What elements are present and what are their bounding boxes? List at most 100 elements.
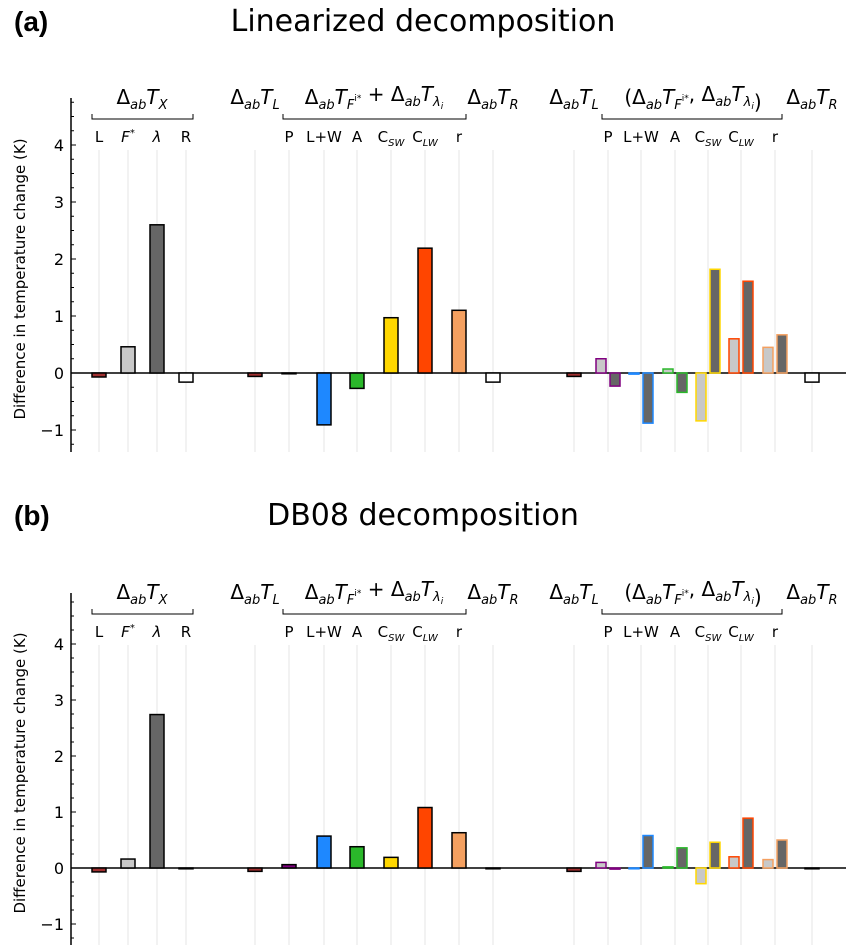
category-label: L+W bbox=[306, 623, 342, 641]
category-label: P bbox=[284, 623, 293, 641]
category-label: A bbox=[670, 128, 681, 146]
bar-CLW bbox=[417, 247, 433, 374]
bar-CLW-forcing bbox=[728, 338, 740, 374]
bar-LW-feedback bbox=[642, 834, 654, 869]
bar-Fstar bbox=[120, 346, 136, 374]
bar-P-feedback bbox=[609, 372, 621, 387]
bar-A-forcing bbox=[662, 866, 674, 869]
header-g3-mid: (ΔabTFi*, ΔabTλi) bbox=[624, 577, 761, 609]
bar-lambda bbox=[149, 713, 165, 869]
bar-r-forcing bbox=[762, 858, 774, 869]
y-tick-label: 1 bbox=[54, 803, 64, 822]
y-tick-label: 2 bbox=[54, 250, 64, 269]
category-label: CSW bbox=[378, 623, 406, 644]
bar-CSW-forcing bbox=[695, 867, 707, 885]
bar-CSW-forcing bbox=[695, 372, 707, 422]
y-tick-label: −1 bbox=[40, 421, 64, 440]
bar-r bbox=[451, 309, 467, 374]
bar-lambda bbox=[149, 224, 165, 374]
category-label: A bbox=[352, 128, 363, 146]
y-tick-label: 2 bbox=[54, 747, 64, 766]
header-g2-L: ΔabTL bbox=[230, 580, 279, 608]
bar-A-feedback bbox=[676, 372, 688, 394]
bracket bbox=[282, 114, 467, 120]
bar-LW bbox=[316, 835, 332, 869]
bar-A-forcing bbox=[662, 368, 674, 374]
category-label: CLW bbox=[412, 128, 439, 149]
header-g1: ΔabTX bbox=[116, 580, 168, 608]
category-label: CLW bbox=[728, 128, 755, 149]
bar-L bbox=[247, 372, 263, 378]
panel-b-plot: −1 0 1 2 3 4 Difference in temperature change … bbox=[11, 577, 846, 945]
category-label: λ bbox=[152, 623, 162, 641]
y-tick-label: 0 bbox=[54, 364, 64, 383]
bar-L bbox=[91, 372, 107, 378]
bar-r-feedback bbox=[776, 334, 788, 374]
bar-CSW-feedback bbox=[709, 841, 721, 869]
y-tick-label: 1 bbox=[54, 307, 64, 326]
category-label: L+W bbox=[623, 128, 659, 146]
bar-CLW-forcing bbox=[728, 856, 740, 869]
bar-R bbox=[804, 867, 820, 870]
category-label: r bbox=[772, 128, 779, 146]
bracket bbox=[601, 114, 783, 120]
category-label: A bbox=[352, 623, 363, 641]
y-tick-label: 0 bbox=[54, 859, 64, 878]
bracket bbox=[91, 114, 194, 120]
category-label: CLW bbox=[412, 623, 439, 644]
bar-CSW bbox=[383, 856, 399, 869]
panel-a-plot: −1 0 1 2 3 4 Difference in temperature change … bbox=[11, 82, 846, 452]
header-g1: ΔabTX bbox=[116, 85, 168, 113]
panel-b-title: DB08 decomposition bbox=[267, 498, 579, 533]
y-tick-label: −1 bbox=[40, 915, 64, 934]
y-axis-label: Difference in temperature change (K) bbox=[11, 138, 29, 419]
bar-LW bbox=[316, 372, 332, 426]
bracket bbox=[282, 609, 467, 615]
bar-P-forcing bbox=[595, 358, 607, 374]
header-g3-mid: (ΔabTFi*, ΔabTλi) bbox=[624, 82, 761, 114]
bar-P bbox=[281, 372, 297, 375]
bar-LW-forcing bbox=[628, 867, 640, 870]
category-label: CLW bbox=[728, 623, 755, 644]
category-label: R bbox=[181, 128, 191, 146]
bar-A-feedback bbox=[676, 847, 688, 869]
category-label: CSW bbox=[695, 128, 723, 149]
bar-R bbox=[178, 372, 194, 383]
category-label: λ bbox=[152, 128, 162, 146]
header-g3-L: ΔabTL bbox=[549, 85, 598, 113]
category-label: F* bbox=[121, 128, 135, 146]
bar-CSW bbox=[383, 316, 399, 374]
category-label: r bbox=[772, 623, 779, 641]
bar-R bbox=[485, 867, 501, 870]
header-g2-mid: ΔabTFi* + ΔabTλi bbox=[305, 577, 444, 608]
bar-CLW bbox=[417, 806, 433, 869]
bar-A bbox=[349, 845, 365, 869]
bar-LW-feedback bbox=[642, 372, 654, 424]
header-g2-R: ΔabTR bbox=[467, 580, 518, 608]
bar-Fstar bbox=[120, 858, 136, 869]
header-g3-L: ΔabTL bbox=[549, 580, 598, 608]
category-label: L+W bbox=[623, 623, 659, 641]
panel-a-title: Linearized decomposition bbox=[230, 4, 616, 39]
bar-L bbox=[566, 867, 582, 873]
y-tick-label: 3 bbox=[54, 691, 64, 710]
bar-L bbox=[566, 372, 582, 378]
panel-a-letter: (a) bbox=[14, 6, 49, 37]
bracket bbox=[91, 609, 194, 615]
bar-R bbox=[485, 372, 501, 383]
category-label: L+W bbox=[306, 128, 342, 146]
header-g3-R: ΔabTR bbox=[786, 85, 837, 113]
y-tick-label: 3 bbox=[54, 193, 64, 212]
header-g3-R: ΔabTR bbox=[786, 580, 837, 608]
category-label: L bbox=[95, 128, 104, 146]
category-label: F* bbox=[121, 623, 135, 641]
bar-r-feedback bbox=[776, 839, 788, 869]
category-label: P bbox=[603, 128, 612, 146]
category-label: P bbox=[603, 623, 612, 641]
bar-L bbox=[91, 867, 107, 873]
category-label: P bbox=[284, 128, 293, 146]
panel-b-letter: (b) bbox=[14, 500, 50, 531]
bar-LW-forcing bbox=[628, 372, 640, 375]
bar-CSW-feedback bbox=[709, 268, 721, 374]
bar-r-forcing bbox=[762, 346, 774, 374]
